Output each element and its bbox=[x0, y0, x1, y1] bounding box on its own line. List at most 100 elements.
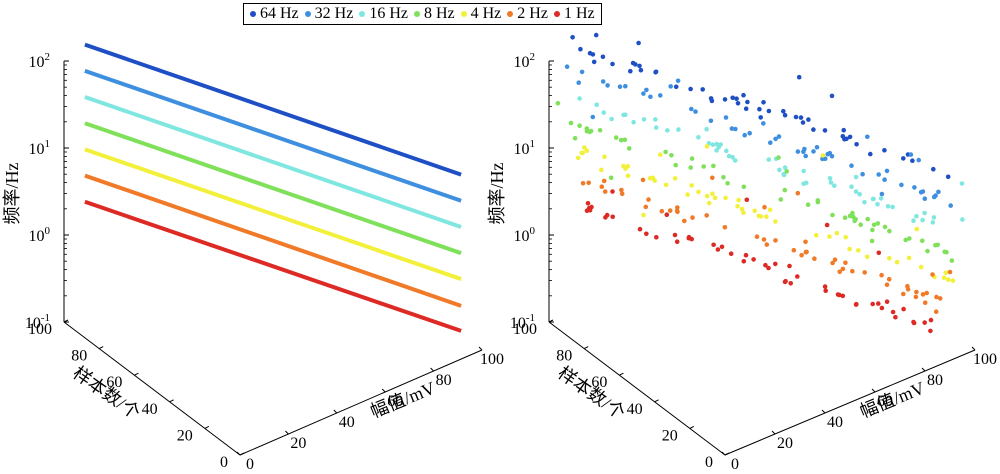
scatter-point bbox=[761, 237, 767, 242]
scatter-point bbox=[850, 268, 855, 274]
scatter-point bbox=[761, 121, 766, 126]
y-tick-label: 80 bbox=[71, 348, 87, 365]
scatter-point bbox=[752, 208, 757, 214]
x-tick-mark bbox=[871, 388, 876, 393]
y-axis-line bbox=[548, 321, 726, 456]
scatter-point bbox=[782, 187, 788, 193]
scatter-point bbox=[879, 305, 885, 311]
scatter-point bbox=[586, 205, 592, 211]
scatter-point bbox=[884, 282, 890, 288]
scatter-point bbox=[776, 134, 782, 139]
z-tick-label: 10-1 bbox=[25, 312, 50, 332]
scatter-point bbox=[778, 197, 784, 202]
scatter-point bbox=[696, 189, 701, 195]
y-tick-mark bbox=[134, 372, 139, 376]
scatter-point bbox=[847, 246, 852, 252]
scatter-point bbox=[815, 199, 821, 205]
y-axis-label: 样本数/个 bbox=[69, 363, 144, 424]
scatter-point bbox=[673, 162, 678, 168]
legend-label: 8 Hz bbox=[423, 5, 455, 22]
scatter-point bbox=[913, 294, 919, 300]
x-tick-mark bbox=[333, 409, 338, 414]
x-tick-mark bbox=[821, 409, 826, 414]
scatter-point bbox=[853, 302, 859, 307]
legend-item: 16 Hz bbox=[359, 5, 408, 23]
scatter-point bbox=[871, 196, 876, 202]
scatter-point bbox=[690, 215, 695, 220]
scatter-point bbox=[820, 153, 826, 158]
scatter-point bbox=[829, 93, 835, 99]
scatter-point bbox=[875, 202, 880, 207]
scatter-point bbox=[784, 169, 789, 174]
series-line bbox=[84, 199, 462, 333]
scatter-point bbox=[795, 274, 800, 279]
scatter-point bbox=[764, 214, 769, 219]
scatter-point bbox=[801, 181, 806, 186]
scatter-point bbox=[555, 100, 561, 106]
scatter-point bbox=[832, 183, 837, 188]
x-tick-label: 20 bbox=[777, 435, 793, 452]
scatter-point bbox=[646, 197, 651, 202]
scatter-point bbox=[901, 156, 906, 161]
scatter-point bbox=[852, 218, 857, 224]
x-tick-label: 60 bbox=[877, 393, 893, 410]
scatter-point bbox=[865, 216, 870, 222]
series-line bbox=[84, 42, 462, 177]
scatter-point bbox=[788, 281, 793, 286]
scatter-point bbox=[862, 199, 867, 205]
scatter-point bbox=[704, 126, 709, 132]
scatter-point bbox=[933, 193, 938, 198]
x-tick-mark bbox=[478, 346, 483, 351]
y-tick-mark bbox=[239, 452, 245, 456]
scatter-point bbox=[894, 259, 900, 265]
scatter-point bbox=[641, 212, 646, 218]
scatter-point bbox=[823, 288, 828, 294]
scatter-point bbox=[704, 144, 710, 149]
scatter-point bbox=[782, 112, 788, 118]
scatter-point bbox=[579, 69, 585, 75]
scatter-point bbox=[766, 265, 771, 271]
scatter-point bbox=[893, 314, 898, 320]
legend-item: 4 Hz bbox=[460, 5, 501, 23]
scatter-point bbox=[811, 149, 816, 154]
scatter-point bbox=[827, 176, 833, 181]
scatter-point bbox=[795, 190, 801, 196]
scatter-point bbox=[822, 284, 828, 289]
scatter-point bbox=[773, 261, 778, 267]
scatter-point bbox=[644, 87, 649, 93]
z-tick-label: 100 bbox=[29, 225, 51, 245]
scatter-point bbox=[575, 155, 581, 161]
scatter-point bbox=[722, 225, 728, 230]
scatter-point bbox=[890, 309, 896, 315]
scatter-point bbox=[623, 83, 628, 89]
scatter-point bbox=[704, 193, 710, 199]
scatter-point bbox=[658, 93, 663, 98]
scatter-point bbox=[689, 106, 694, 112]
scatter-point bbox=[811, 127, 816, 132]
scatter-point bbox=[608, 175, 614, 181]
scatter-point bbox=[918, 264, 924, 270]
scatter-point bbox=[577, 123, 582, 128]
z-tick-label: 102 bbox=[514, 51, 536, 71]
scatter-point bbox=[577, 96, 582, 101]
scatter-point bbox=[887, 228, 892, 234]
scatter-point bbox=[934, 294, 939, 300]
scatter-point bbox=[741, 184, 747, 190]
z-tick-label: 101 bbox=[514, 138, 536, 158]
x-tick-mark bbox=[921, 367, 926, 372]
scatter-point bbox=[631, 119, 636, 125]
scatter-point bbox=[675, 205, 680, 210]
legend-marker bbox=[460, 11, 467, 17]
scatter-point bbox=[643, 204, 649, 210]
scatter-point bbox=[605, 83, 610, 88]
scatter-point bbox=[734, 96, 739, 101]
scatter-point bbox=[960, 217, 965, 222]
scatter-point bbox=[947, 269, 953, 275]
scatter-point bbox=[950, 278, 956, 284]
scatter-point bbox=[647, 175, 653, 181]
y-tick-mark bbox=[169, 399, 174, 403]
scatter-point bbox=[659, 208, 665, 214]
scatter-point bbox=[744, 197, 750, 203]
scatter-point bbox=[840, 134, 846, 139]
scatter-point bbox=[853, 189, 859, 194]
